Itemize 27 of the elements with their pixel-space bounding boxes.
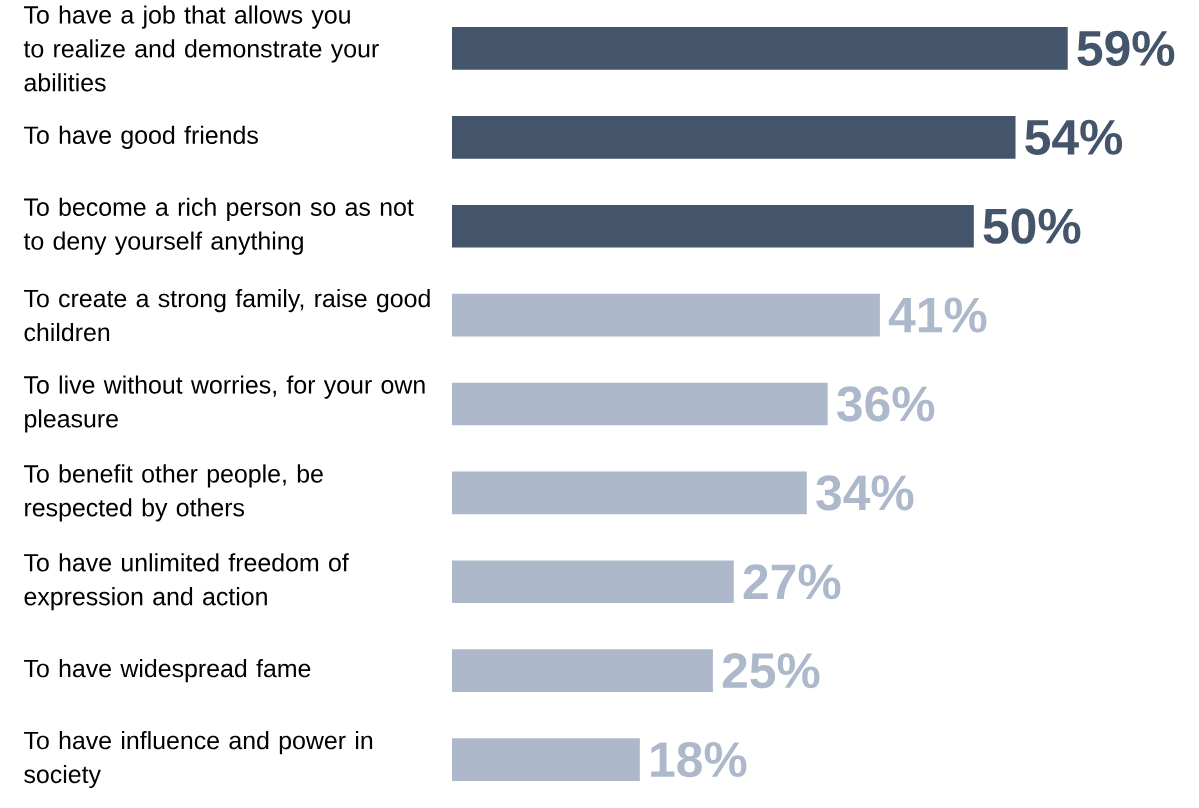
- bar: [452, 116, 1016, 159]
- data-label: 54%: [1025, 119, 1123, 155]
- data-label: 50%: [983, 208, 1081, 244]
- data-label: 59%: [1077, 30, 1175, 67]
- bar: [452, 738, 640, 781]
- bar: [452, 204, 974, 248]
- bar: [452, 293, 880, 337]
- bar: [452, 382, 828, 426]
- bar: [452, 560, 734, 604]
- y-tick-label: To have influence and power in society: [24, 731, 373, 789]
- bar: [452, 27, 1068, 70]
- data-label: 34%: [816, 475, 914, 511]
- y-tick-label: To become a rich person so as not to deny yourself anything: [23, 197, 414, 255]
- y-tick-label: To benefit other people, be respected by others: [24, 464, 323, 522]
- y-tick-label: To live without worries, for your own pleasure: [24, 375, 425, 433]
- y-tick-label: To have widespread fame: [24, 659, 311, 683]
- y-tick-label: To have unlimited freedom of expression and action: [24, 553, 349, 611]
- data-label: 25%: [722, 653, 820, 689]
- y-tick-label: To have a job that allows you to realize and demonstrate your abilities: [23, 5, 379, 92]
- bar: [452, 471, 807, 515]
- y-tick-label: To have good friends: [24, 125, 258, 149]
- bar: [452, 649, 713, 692]
- data-label: 27%: [743, 564, 841, 600]
- data-label: 36%: [837, 386, 935, 422]
- y-tick-label: To create a strong family, raise good children: [24, 289, 430, 342]
- data-label: 18%: [651, 741, 747, 778]
- data-label: 41%: [888, 297, 987, 333]
